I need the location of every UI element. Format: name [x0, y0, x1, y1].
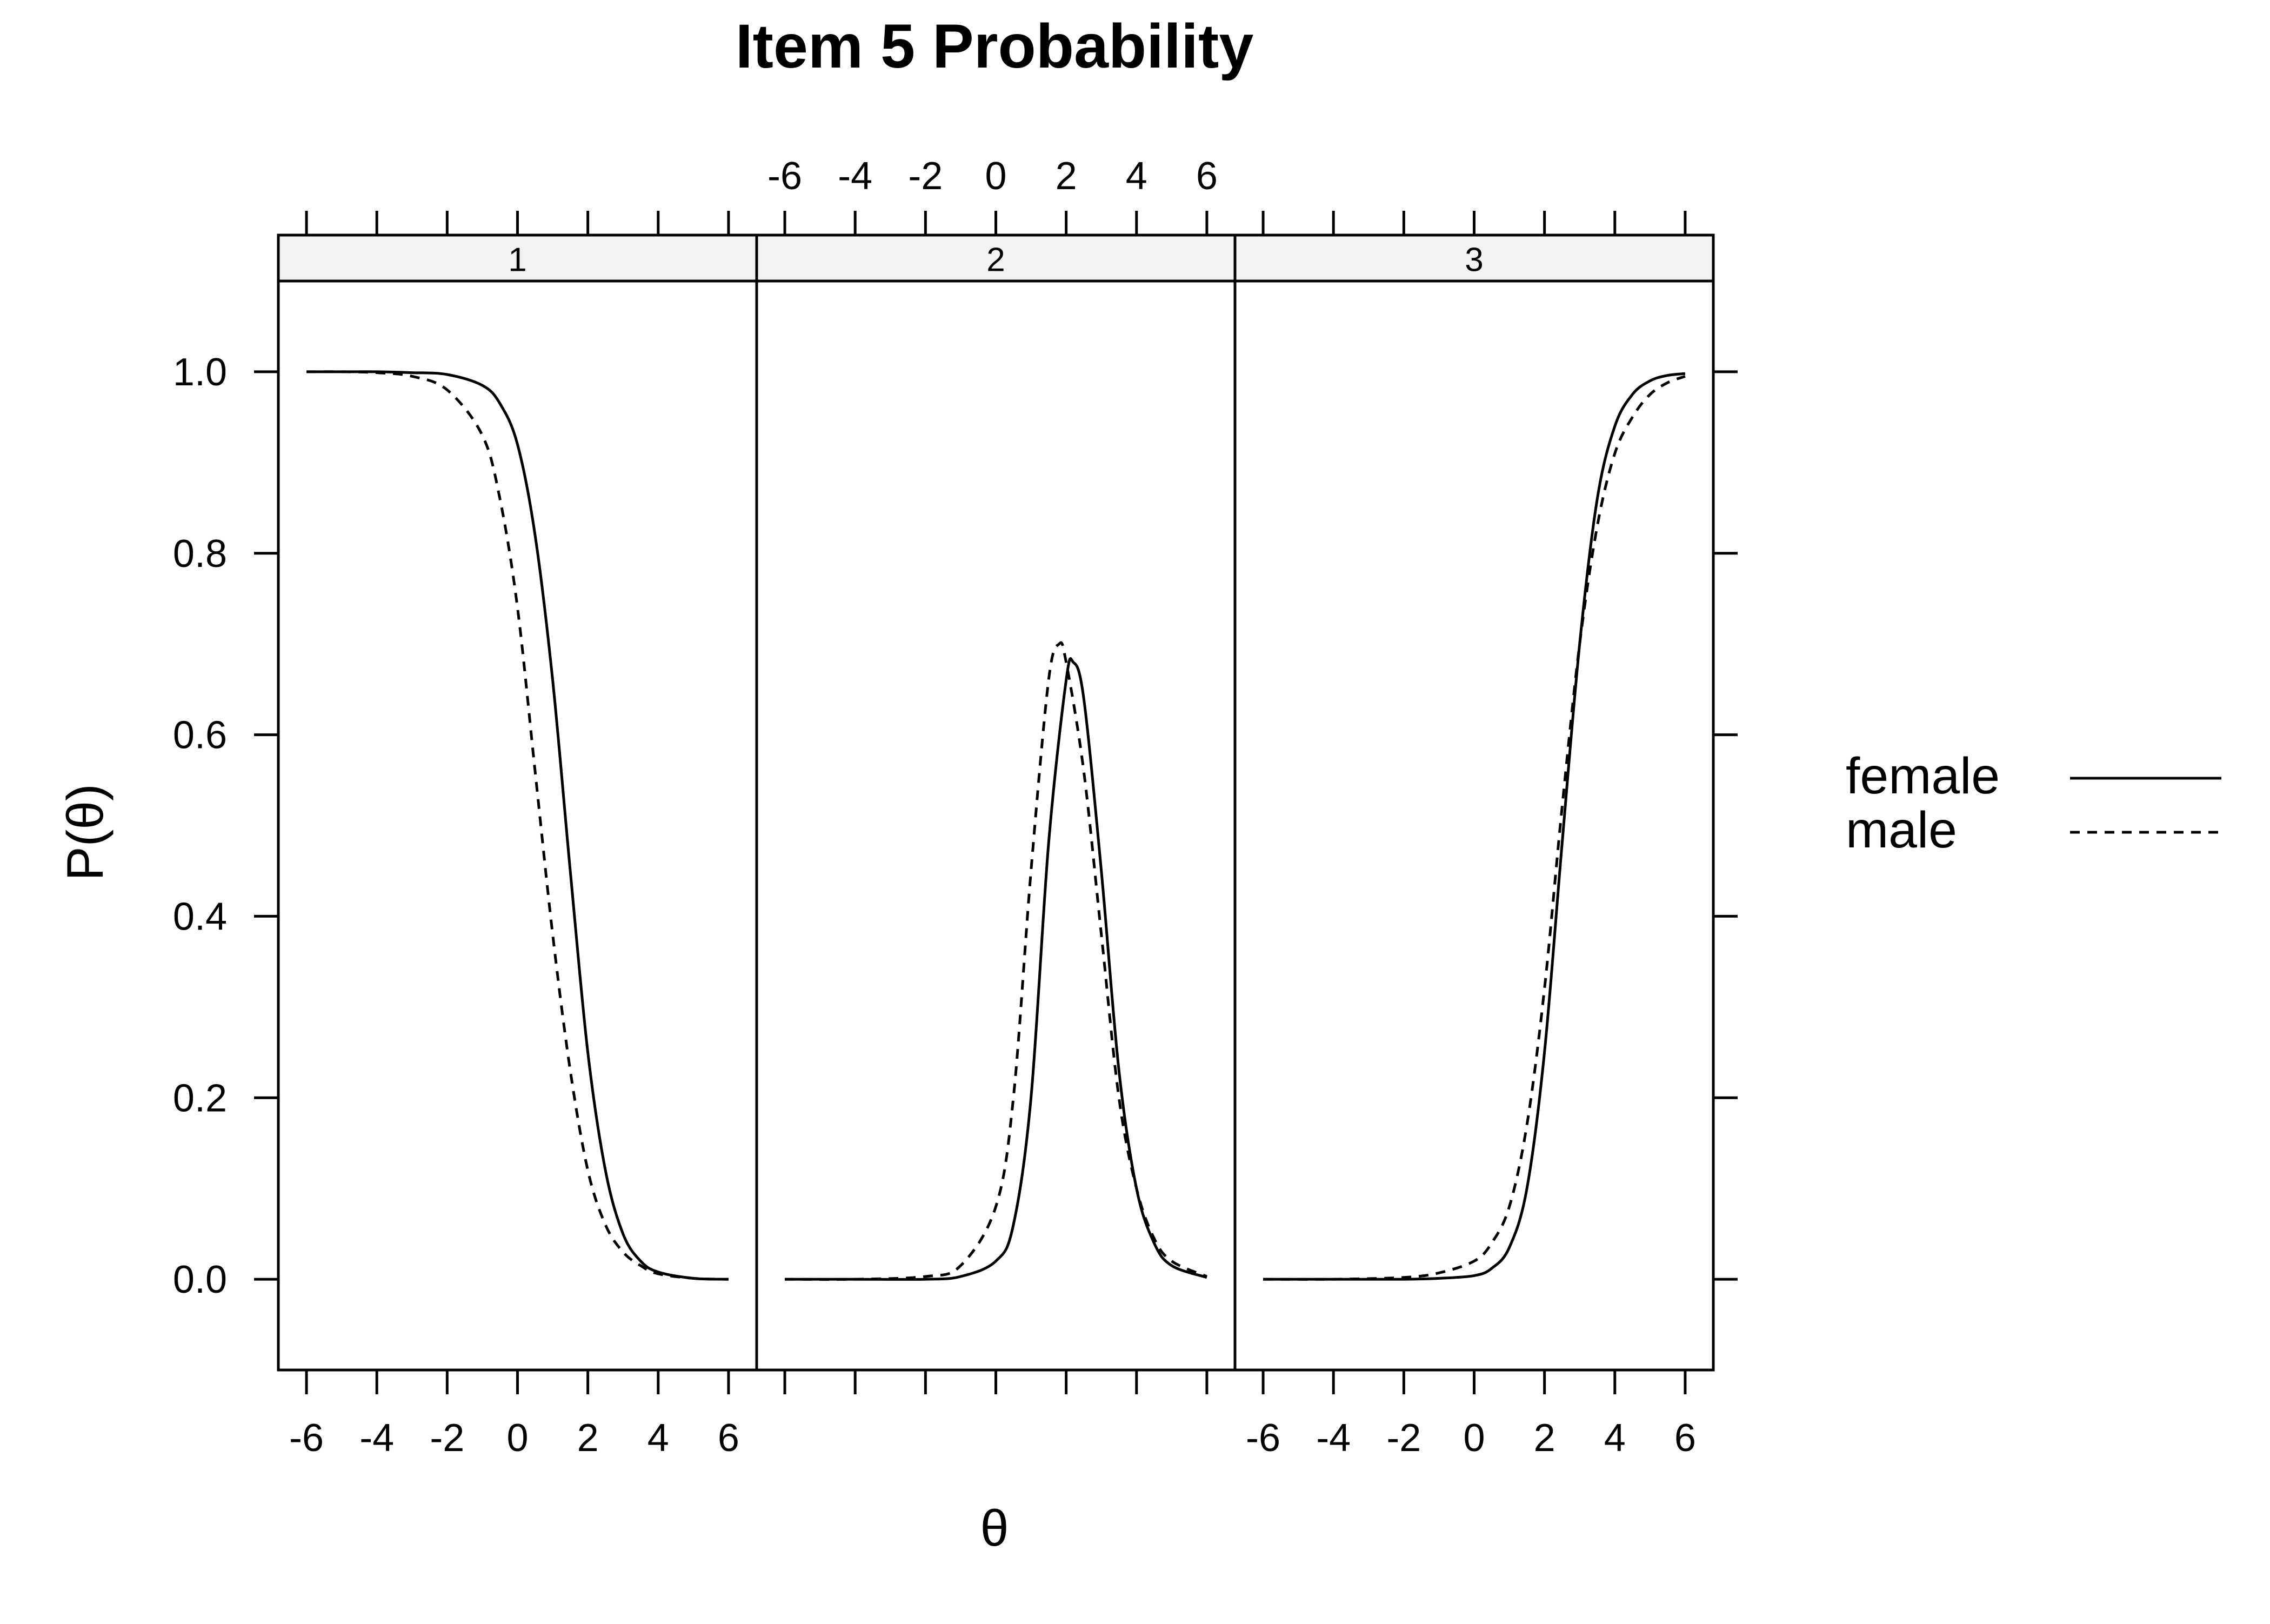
x-tick-label: 2: [577, 1416, 599, 1460]
panel-2: 2 -6 -4 -2 0 2 4 6: [755, 155, 1237, 1394]
panel-strip: [1233, 233, 1715, 283]
x-tick-label: -2: [430, 1416, 464, 1460]
panel-strip-label: 2: [986, 242, 1005, 279]
legend-label-female: female: [1846, 747, 2000, 805]
series-line-female: [1263, 372, 1686, 1281]
x-tick-label: 0: [1463, 1416, 1485, 1460]
x-tick-label: -4: [359, 1416, 394, 1460]
y-tick-label: 0.8: [173, 532, 227, 576]
legend-label-male: male: [1846, 801, 1957, 859]
x-tick-label: 4: [1126, 155, 1147, 198]
series-line-female: [785, 657, 1207, 1281]
x-tick-label: 6: [1674, 1416, 1696, 1460]
x-tick-label: 0: [506, 1416, 528, 1460]
panel-3: 3 -6 -4 -2 0 2 4 6: [1233, 211, 1715, 1460]
x-tick-label: 2: [1534, 1416, 1555, 1460]
x-tick-label: 6: [718, 1416, 739, 1460]
chart-title: Item 5 Probability: [736, 12, 1254, 81]
x-tick-label: 0: [985, 155, 1006, 198]
x-tick-label: 4: [1604, 1416, 1626, 1460]
series-line-female: [306, 370, 729, 1281]
panels-layer: 1 -6 -4 -2 0 2 4 6 2 -6 -4 -2 0 2 4 6 3 -6 -4 -2 0 2 4 6 0.0 0.2 0…: [173, 155, 1738, 1460]
panel-strip-label: 1: [508, 242, 526, 279]
x-tick-label: -2: [1386, 1416, 1421, 1460]
x-tick-label: -2: [908, 155, 943, 198]
series-line-male: [1263, 375, 1686, 1281]
y-tick-label: 0.4: [173, 895, 227, 938]
x-tick-label: -4: [1316, 1416, 1351, 1460]
panel-frame: [1233, 279, 1715, 1372]
y-tick-label: 1.0: [173, 351, 227, 394]
x-tick-label: -6: [289, 1416, 324, 1460]
y-tick-label: 0.2: [173, 1077, 227, 1120]
x-tick-label: 2: [1056, 155, 1077, 198]
x-tick-label: 6: [1196, 155, 1218, 198]
y-tick-label: 0.0: [173, 1258, 227, 1301]
y-tick-label: 0.6: [173, 714, 227, 757]
x-tick-label: -6: [767, 155, 802, 198]
x-axis-label: θ: [980, 1500, 1009, 1557]
x-tick-label: -4: [838, 155, 872, 198]
x-tick-label: -6: [1246, 1416, 1280, 1460]
y-axis-label: P(θ): [57, 784, 114, 880]
series-line-male: [306, 370, 729, 1281]
x-tick-label: 4: [647, 1416, 669, 1460]
series-line-male: [785, 641, 1207, 1281]
panel-1: 1 -6 -4 -2 0 2 4 6: [277, 211, 758, 1460]
panel-strip-label: 3: [1465, 242, 1483, 279]
panel-strip: [277, 233, 758, 283]
